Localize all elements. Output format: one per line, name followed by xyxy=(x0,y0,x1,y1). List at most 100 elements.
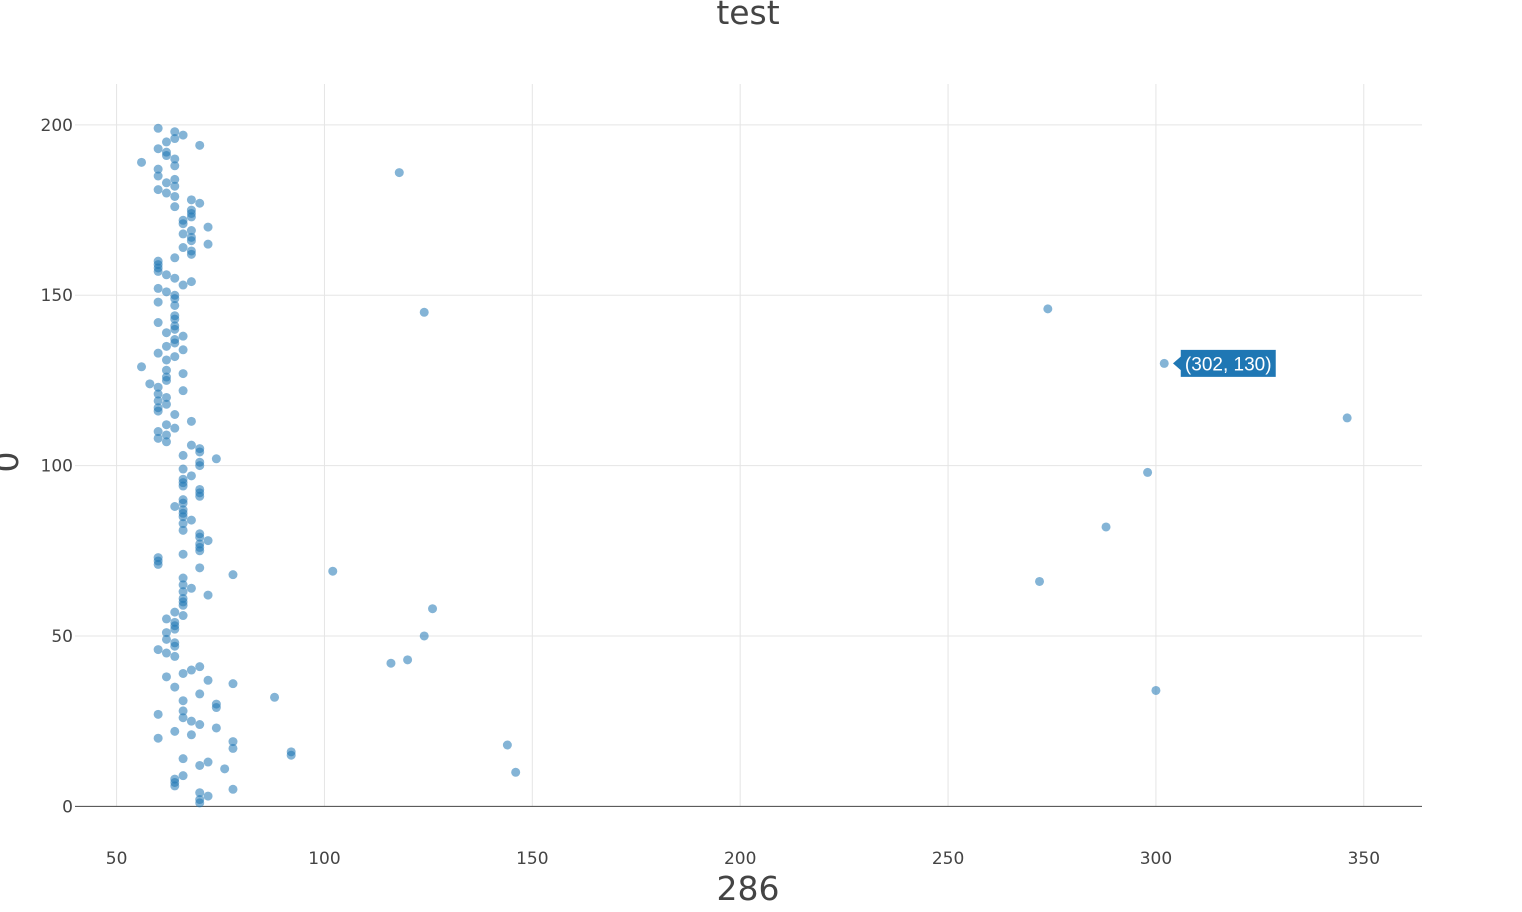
data-point xyxy=(203,757,213,767)
data-point xyxy=(178,668,188,678)
data-point xyxy=(178,481,188,491)
data-point xyxy=(161,355,171,365)
data-point xyxy=(195,532,205,542)
data-point xyxy=(153,559,163,569)
data-point xyxy=(161,341,171,351)
data-point xyxy=(195,689,205,699)
data-point xyxy=(170,253,180,263)
data-point xyxy=(170,624,180,634)
data-point xyxy=(211,723,221,733)
data-point xyxy=(186,226,196,236)
data-point xyxy=(178,611,188,621)
data-point xyxy=(161,178,171,188)
data-point xyxy=(153,185,163,195)
data-point xyxy=(186,440,196,450)
data-point xyxy=(270,692,280,702)
data-point xyxy=(161,437,171,447)
data-point xyxy=(186,583,196,593)
data-point xyxy=(170,294,180,304)
data-point xyxy=(428,604,438,614)
data-point xyxy=(419,631,429,641)
data-point xyxy=(1159,358,1169,368)
data-point xyxy=(170,607,180,617)
data-point xyxy=(228,679,238,689)
hover-label-text: (302, 130) xyxy=(1185,354,1272,375)
data-point xyxy=(195,720,205,730)
data-point xyxy=(228,737,238,747)
data-point xyxy=(170,314,180,324)
x-tick-label: 50 xyxy=(106,849,128,869)
data-point xyxy=(195,788,205,798)
data-point xyxy=(170,161,180,171)
data-point xyxy=(1101,522,1111,532)
data-point xyxy=(170,352,180,362)
data-point xyxy=(178,549,188,559)
data-point xyxy=(170,423,180,433)
grid-layer xyxy=(75,84,1422,807)
data-point xyxy=(161,430,171,440)
data-point xyxy=(153,297,163,307)
y-tick-label: 100 xyxy=(41,457,73,477)
data-point xyxy=(195,198,205,208)
data-point xyxy=(186,716,196,726)
data-point xyxy=(170,641,180,651)
data-point xyxy=(195,461,205,471)
y-tick-label: 200 xyxy=(41,116,73,136)
hover-tooltip: (302, 130) xyxy=(1171,348,1277,378)
data-point xyxy=(178,771,188,781)
data-point xyxy=(161,375,171,385)
data-point xyxy=(170,338,180,348)
data-point xyxy=(178,219,188,229)
data-point xyxy=(161,287,171,297)
data-point xyxy=(161,270,171,280)
data-point xyxy=(195,563,205,573)
data-point xyxy=(203,590,213,600)
x-tick-label: 200 xyxy=(724,849,756,869)
data-point xyxy=(153,318,163,328)
data-point xyxy=(228,784,238,794)
data-point xyxy=(186,277,196,287)
x-tick-label: 150 xyxy=(516,849,548,869)
data-point xyxy=(161,328,171,338)
data-point xyxy=(153,171,163,181)
data-point xyxy=(170,651,180,661)
data-point xyxy=(137,157,147,167)
data-point xyxy=(386,658,396,668)
data-point xyxy=(170,174,180,184)
data-point xyxy=(502,740,512,750)
data-point xyxy=(419,307,429,317)
data-point xyxy=(170,781,180,791)
data-points xyxy=(137,123,1352,808)
data-point xyxy=(153,433,163,443)
data-point xyxy=(145,379,155,389)
data-point xyxy=(186,212,196,222)
data-point xyxy=(178,280,188,290)
data-point xyxy=(161,392,171,402)
x-tick-label: 250 xyxy=(932,849,964,869)
data-point xyxy=(1035,576,1045,586)
data-point xyxy=(195,760,205,770)
data-point xyxy=(211,703,221,713)
data-point xyxy=(170,300,180,310)
data-point xyxy=(511,767,521,777)
data-point xyxy=(178,706,188,716)
y-tick-label: 50 xyxy=(51,627,73,647)
data-point xyxy=(203,791,213,801)
data-point xyxy=(153,348,163,358)
data-point xyxy=(153,144,163,154)
data-point xyxy=(186,236,196,246)
data-point xyxy=(1043,304,1053,314)
data-point xyxy=(178,525,188,535)
data-point xyxy=(153,123,163,133)
data-point xyxy=(170,191,180,201)
data-point xyxy=(178,754,188,764)
data-point xyxy=(178,573,188,583)
data-point xyxy=(137,362,147,372)
data-point xyxy=(161,137,171,147)
data-point xyxy=(170,501,180,511)
data-point xyxy=(178,229,188,239)
data-point xyxy=(178,696,188,706)
data-point xyxy=(153,164,163,174)
data-point xyxy=(170,726,180,736)
